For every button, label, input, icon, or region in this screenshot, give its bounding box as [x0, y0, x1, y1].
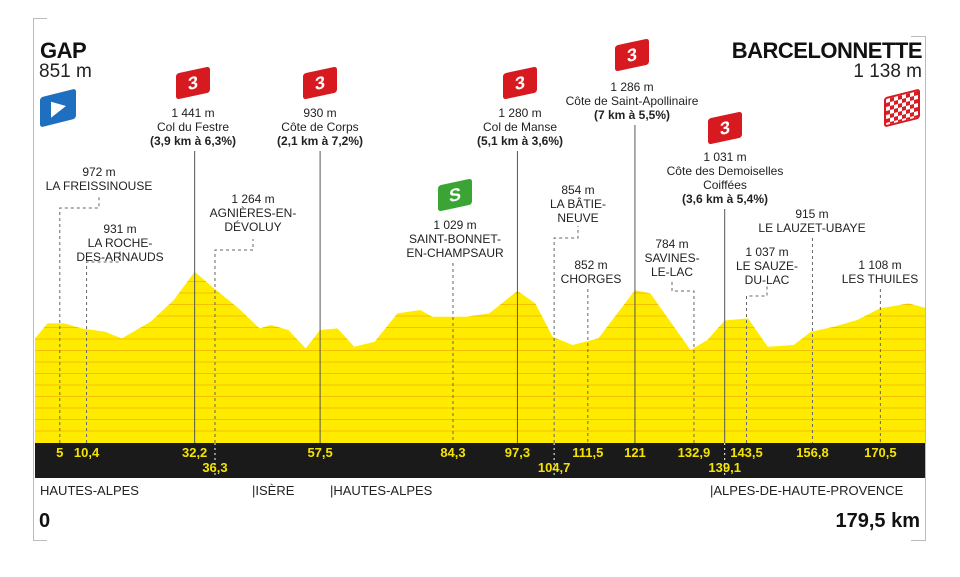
- marker-label-climb: 930 m Côte de Corps (2,1 km à 7,2%): [277, 106, 363, 148]
- marker-name: NEUVE: [557, 211, 599, 225]
- marker-name: DÉVOLUY: [224, 220, 282, 234]
- department-label: |ALPES-DE-HAUTE-PROVENCE: [710, 483, 904, 498]
- marker-label-climb: 1 286 m Côte de Saint-Apollinaire (7 km à …: [566, 80, 699, 122]
- marker-elevation: 1 031 m: [703, 150, 747, 164]
- marker-name: EN-CHAMPSAUR: [406, 246, 504, 260]
- frame-right-top: [911, 36, 925, 37]
- marker-name: LA ROCHE-: [87, 236, 153, 250]
- marker-name: Coiffées: [703, 178, 747, 192]
- finish-city: BARCELONNETTE: [731, 38, 923, 63]
- climb-detail: (3,6 km à 5,4%): [681, 192, 769, 206]
- marker-label-town: 1 108 m LES THUILES: [842, 258, 918, 286]
- km-band: [35, 443, 925, 478]
- km-tick-label: 84,3: [440, 445, 466, 460]
- marker-elevation: 784 m: [655, 237, 689, 251]
- marker-name: Côte de Corps: [281, 120, 359, 134]
- marker-connector: [214, 239, 254, 443]
- profile-area: [35, 271, 925, 443]
- marker-name: LA BÂTIE-: [549, 197, 607, 211]
- start-elevation: 851 m: [39, 61, 92, 82]
- marker-label-town: 931 m LA ROCHE- DES-ARNAUDS: [76, 222, 163, 264]
- marker-label-town: 854 m LA BÂTIE- NEUVE: [550, 183, 606, 225]
- marker-name: DES-ARNAUDS: [76, 250, 164, 264]
- marker-label-climb: 1 031 m Côte des Demoiselles Coiffées (3,6 …: [667, 150, 784, 206]
- frame-left-bottom: [33, 540, 47, 541]
- marker-name: Côte de Saint-Apollinaire: [565, 94, 699, 108]
- frame-left-top: [33, 18, 47, 19]
- marker-elevation: 1 108 m: [858, 258, 902, 272]
- marker-label-town: 1 264 m AGNIÈRES-EN- DÉVOLUY: [210, 192, 297, 234]
- marker-name: LE LAUZET-UBAYE: [758, 221, 866, 235]
- start-km-label: 0: [39, 510, 51, 532]
- marker-elevation: 1 280 m: [498, 106, 542, 120]
- km-tick-label: 139,1: [708, 460, 741, 475]
- finish-elevation: 1 138 m: [853, 61, 922, 82]
- km-tick-label: 36,3: [202, 460, 228, 475]
- km-tick-label: 170,5: [864, 445, 897, 460]
- marker-elevation: 930 m: [303, 106, 337, 120]
- km-tick-label: 57,5: [307, 445, 333, 460]
- marker-elevation: 1 441 m: [171, 106, 215, 120]
- marker-label-town: 852 m CHORGES: [561, 258, 622, 286]
- km-tick-label: 143,5: [730, 445, 763, 460]
- climb-detail: (2,1 km à 7,2%): [276, 134, 364, 148]
- department-label: |ISÈRE: [252, 483, 295, 498]
- marker-label-climb: 1 280 m Col de Manse (5,1 km à 3,6%): [477, 106, 563, 148]
- marker-name: LE-LAC: [650, 265, 694, 279]
- marker-elevation: 1 264 m: [231, 192, 275, 206]
- km-tick-label: 10,4: [73, 445, 100, 460]
- km-tick-label: 111,5: [572, 445, 604, 460]
- marker-label-sprint: 1 029 m SAINT-BONNET- EN-CHAMPSAUR: [406, 218, 503, 260]
- km-tick-label: 97,3: [504, 445, 531, 460]
- end-km-label: 179,5 km: [835, 510, 920, 532]
- marker-name: Côte des Demoiselles: [666, 164, 784, 178]
- marker-elevation: 854 m: [561, 183, 595, 197]
- marker-label-town: 784 m SAVINES- LE-LAC: [644, 237, 699, 279]
- km-tick-label: 32,2: [181, 445, 208, 460]
- department-label: |HAUTES-ALPES: [330, 483, 433, 498]
- climb-detail: (3,9 km à 6,3%): [149, 134, 237, 148]
- frame-right-line: [925, 36, 926, 541]
- marker-name: CHORGES: [560, 272, 622, 286]
- km-tick-label: 5: [56, 445, 64, 460]
- marker-connector: [671, 281, 695, 443]
- climb-detail: (7 km à 5,5%): [593, 108, 671, 122]
- marker-name: AGNIÈRES-EN-: [209, 206, 297, 220]
- marker-connector: [746, 285, 768, 443]
- km-tick-label: 156,8: [796, 445, 829, 460]
- marker-elevation: 972 m: [82, 165, 116, 179]
- marker-name: Col de Manse: [482, 120, 558, 134]
- marker-connector: [86, 251, 121, 443]
- km-tick-label: 132,9: [677, 445, 711, 460]
- frame-right-bottom: [911, 540, 925, 541]
- marker-label-climb: 1 441 m Col du Festre (3,9 km à 6,3%): [150, 106, 236, 148]
- marker-elevation: 1 286 m: [610, 80, 654, 94]
- km-tick-label: 121: [624, 445, 646, 460]
- marker-name: DU-LAC: [744, 273, 790, 287]
- marker-elevation: 1 037 m: [745, 245, 789, 259]
- marker-label-town: 972 m LA FREISSINOUSE: [46, 165, 153, 193]
- frame-left-line: [33, 18, 34, 541]
- marker-elevation: 915 m: [795, 207, 829, 221]
- climb-detail: (5,1 km à 3,6%): [476, 134, 564, 148]
- marker-elevation: 1 029 m: [433, 218, 477, 232]
- marker-connector: [59, 197, 100, 443]
- department-label: HAUTES-ALPES: [40, 483, 139, 498]
- marker-name: Col du Festre: [156, 120, 230, 134]
- marker-name: LES THUILES: [841, 272, 919, 286]
- marker-name: SAVINES-: [644, 251, 700, 265]
- marker-name: LE SAUZE-: [735, 259, 799, 273]
- marker-elevation: 852 m: [574, 258, 608, 272]
- marker-name: SAINT-BONNET-: [408, 232, 501, 246]
- marker-name: LA FREISSINOUSE: [45, 179, 153, 193]
- marker-label-town: 1 037 m LE SAUZE- DU-LAC: [736, 245, 798, 287]
- marker-elevation: 931 m: [103, 222, 137, 236]
- marker-label-town: 915 m LE LAUZET-UBAYE: [758, 207, 865, 235]
- km-tick-label: 104,7: [537, 460, 571, 475]
- marker-connector: [553, 226, 579, 443]
- start-city: GAP: [40, 38, 87, 63]
